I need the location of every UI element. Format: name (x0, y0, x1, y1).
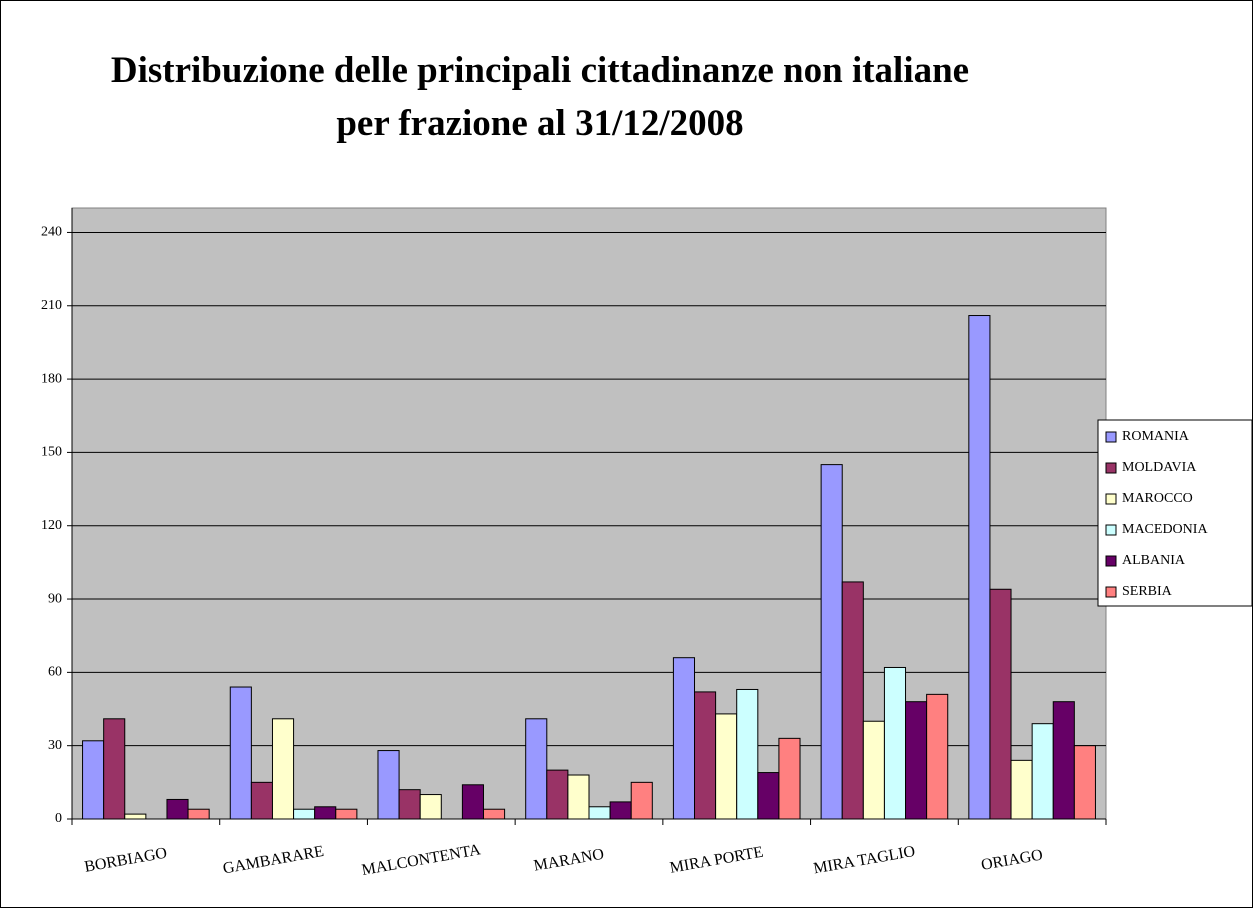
bar (883, 666, 907, 820)
y-tick-label: 30 (48, 738, 62, 753)
bar (694, 691, 717, 820)
bar (989, 588, 1012, 820)
bar (926, 693, 949, 820)
bar (1010, 759, 1033, 820)
bar (124, 813, 147, 820)
bar (862, 720, 885, 820)
x-tick-label: ORIAGO (980, 846, 1044, 874)
legend-box (1097, 419, 1253, 607)
bar (250, 781, 273, 820)
bar (630, 781, 653, 820)
x-tick-label: GAMBARARE (222, 843, 326, 877)
x-tick-label: MIRA PORTE (669, 844, 765, 877)
y-tick-label: 0 (55, 811, 62, 826)
bar (293, 808, 316, 820)
y-tick-label: 120 (41, 518, 62, 533)
legend-swatch (1105, 493, 1117, 505)
legend-swatch (1105, 555, 1117, 567)
bar (1052, 701, 1075, 820)
bar (335, 808, 358, 820)
legend-swatch (1105, 586, 1117, 598)
legend-label: MOLDAVIA (1122, 460, 1197, 475)
legend-label: SERBIA (1122, 584, 1173, 599)
plot-area (71, 207, 1107, 820)
y-tick-label: 180 (41, 371, 62, 386)
bar (525, 718, 548, 820)
bar (757, 772, 780, 820)
legend-swatch (1105, 431, 1117, 443)
bar (905, 701, 928, 820)
bar (672, 657, 696, 820)
bar (736, 688, 759, 820)
legend-label: MACEDONIA (1122, 522, 1208, 537)
y-tick-label: 90 (48, 591, 62, 606)
y-tick-label: 240 (41, 225, 62, 240)
bar (82, 740, 105, 820)
bar (778, 737, 801, 820)
bar (968, 315, 991, 820)
legend-swatch (1105, 462, 1117, 474)
bar (482, 808, 506, 820)
y-tick-label: 210 (41, 298, 62, 313)
bar (166, 798, 189, 820)
bar (377, 750, 400, 820)
x-tick-label: MALCONTENTA (360, 841, 482, 879)
legend-label: MAROCCO (1122, 491, 1193, 506)
bar (229, 686, 252, 820)
bar (419, 794, 442, 820)
bar (609, 801, 632, 820)
bar (567, 774, 590, 820)
bar (715, 713, 738, 820)
bar (398, 789, 421, 820)
bar (1031, 723, 1054, 820)
bar (1073, 745, 1096, 820)
bar (588, 806, 611, 820)
bar (546, 769, 569, 820)
chart-title: Distribuzione delle principali cittadina… (110, 50, 970, 144)
bar (103, 718, 126, 820)
legend-label: ALBANIA (1122, 553, 1186, 568)
bar (187, 808, 210, 820)
bar (271, 718, 295, 820)
legend-label: ROMANIA (1122, 429, 1190, 444)
legend-swatch (1105, 524, 1117, 536)
y-tick-label: 60 (48, 665, 62, 680)
bar (841, 581, 864, 820)
x-tick-label: MARANO (532, 846, 605, 875)
x-tick-label: MIRA TAGLIO (812, 843, 916, 878)
x-tick-label: BORBIAGO (83, 845, 168, 876)
bar (820, 464, 843, 820)
bar (461, 784, 484, 820)
bar (314, 806, 337, 820)
y-tick-label: 150 (41, 445, 62, 460)
